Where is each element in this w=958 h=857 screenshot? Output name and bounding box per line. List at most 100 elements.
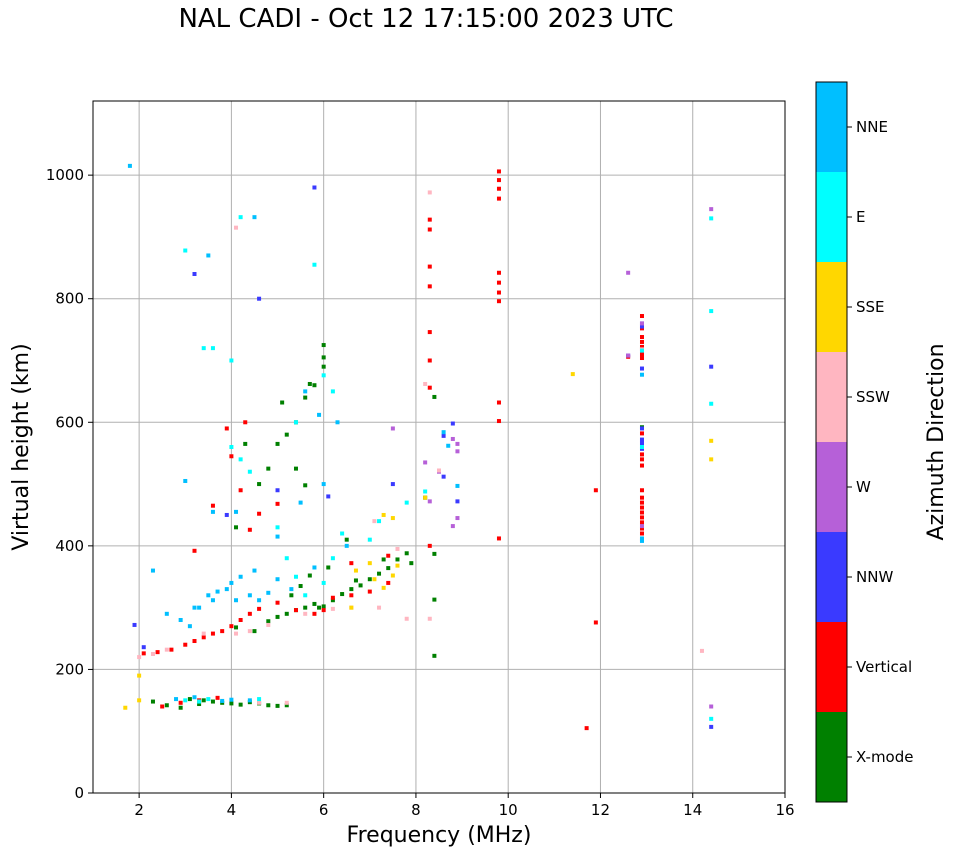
data-point <box>349 605 354 610</box>
chart-title: NAL CADI - Oct 12 17:15:00 2023 UTC <box>178 4 674 34</box>
data-point <box>639 520 644 525</box>
data-point <box>372 519 377 524</box>
x-tick-label: 12 <box>591 801 610 819</box>
x-tick-label: 4 <box>227 801 237 819</box>
data-point <box>257 700 262 705</box>
data-point <box>312 383 317 388</box>
data-point <box>206 697 211 702</box>
data-point <box>639 526 644 531</box>
data-point <box>238 574 243 579</box>
data-point <box>307 381 312 386</box>
x-tick-label: 8 <box>411 801 421 819</box>
data-point <box>709 309 714 314</box>
data-point <box>367 577 372 582</box>
data-point <box>639 488 644 493</box>
data-point <box>164 647 169 652</box>
data-point <box>423 460 428 465</box>
data-point <box>330 598 335 603</box>
data-point <box>197 702 202 707</box>
colorbar-label: Azimuth Direction <box>924 343 949 540</box>
data-point <box>353 568 358 573</box>
data-point <box>639 452 644 457</box>
colorbar: X-mode Vertical NNW W SSW SSE E NNE <box>815 81 913 803</box>
data-point <box>709 724 714 729</box>
colorbar-segment <box>816 262 847 352</box>
data-point <box>266 466 271 471</box>
data-point <box>183 642 188 647</box>
data-point <box>201 635 206 640</box>
data-point <box>298 584 303 589</box>
y-tick-label: 800 <box>55 290 84 308</box>
x-tick-label: 16 <box>775 801 794 819</box>
data-point <box>496 299 501 304</box>
data-point <box>390 482 395 487</box>
data-point <box>349 587 354 592</box>
y-tick-label: 400 <box>55 537 84 555</box>
data-point <box>206 593 211 598</box>
data-point <box>455 516 460 521</box>
colorbar-frame <box>815 81 848 803</box>
x-tick-label: 6 <box>319 801 329 819</box>
data-point <box>395 557 400 562</box>
data-point <box>229 580 234 585</box>
data-point <box>197 605 202 610</box>
data-point <box>132 622 137 627</box>
data-point <box>709 438 714 443</box>
data-point <box>404 551 409 556</box>
data-point <box>455 499 460 504</box>
data-point <box>377 605 382 610</box>
data-point <box>303 593 308 598</box>
data-point <box>709 457 714 462</box>
data-point <box>238 488 243 493</box>
data-point <box>284 432 289 437</box>
data-point <box>367 537 372 542</box>
data-point <box>423 495 428 500</box>
data-point <box>247 698 252 703</box>
data-point <box>293 466 298 471</box>
y-tick-label: 200 <box>55 660 84 678</box>
data-point <box>409 561 414 566</box>
data-point <box>441 430 446 435</box>
data-point <box>257 598 262 603</box>
data-point <box>709 716 714 721</box>
data-point <box>247 629 252 634</box>
data-point <box>639 366 644 371</box>
data-point <box>330 606 335 611</box>
data-point <box>238 215 243 220</box>
data-point <box>450 524 455 529</box>
y-axis-label: Virtual height (km) <box>9 343 34 550</box>
data-point <box>275 577 280 582</box>
data-point <box>427 217 432 222</box>
data-point <box>298 500 303 505</box>
data-point <box>432 394 437 399</box>
data-point <box>210 598 215 603</box>
data-point <box>639 495 644 500</box>
data-point <box>427 543 432 548</box>
data-point <box>709 704 714 709</box>
x-tick-label: 10 <box>499 801 518 819</box>
data-point <box>275 441 280 446</box>
data-point <box>197 699 202 704</box>
data-point <box>275 703 280 708</box>
data-point <box>160 704 165 709</box>
data-point <box>289 593 294 598</box>
data-point <box>275 614 280 619</box>
y-tick-label: 1000 <box>46 166 84 184</box>
data-point <box>427 190 432 195</box>
data-point <box>229 624 234 629</box>
data-point <box>215 695 220 700</box>
data-point <box>224 512 229 517</box>
data-point <box>192 272 197 276</box>
data-point <box>266 590 271 595</box>
data-point <box>234 225 239 230</box>
data-point <box>206 253 211 258</box>
colorbar-segment <box>816 622 847 712</box>
data-point <box>340 531 345 536</box>
data-point <box>390 573 395 578</box>
data-point <box>639 505 644 510</box>
data-point <box>639 441 644 446</box>
colorbar-tick-label: SSW <box>856 388 890 406</box>
data-point <box>303 395 308 400</box>
data-point <box>293 574 298 579</box>
data-point <box>252 215 257 220</box>
